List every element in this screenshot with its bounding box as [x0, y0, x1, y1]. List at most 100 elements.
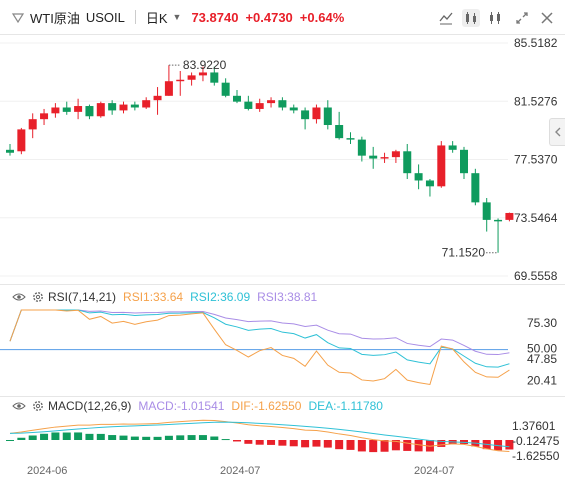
compare-icon[interactable]: [486, 9, 504, 27]
macd-bar: [323, 440, 332, 448]
macd-bar: [369, 440, 378, 453]
candle-body: [357, 139, 366, 156]
rsi3-value: RSI3:38.81: [257, 290, 318, 304]
macd-tick-label: -1.62550: [512, 449, 560, 463]
rsi2-line: [9, 309, 510, 368]
eye-icon[interactable]: [12, 292, 26, 302]
candle-body: [244, 101, 253, 109]
candle-body: [62, 107, 71, 112]
candle-body: [142, 100, 151, 108]
macd-bar: [289, 440, 298, 447]
settings-icon[interactable]: [32, 291, 44, 303]
dea-value: DEA:-1.11780: [308, 399, 383, 413]
candle-body: [108, 103, 117, 111]
x-tick-label: 2024-07: [220, 465, 261, 477]
close-icon[interactable]: [538, 9, 556, 27]
chevron-down-icon[interactable]: ▼: [172, 12, 182, 22]
candle-body: [312, 107, 321, 120]
macd-bar: [119, 435, 128, 440]
macd-bar: [505, 440, 514, 450]
dif-line: [9, 419, 510, 453]
macd-bar: [130, 436, 139, 440]
macd-bar: [346, 440, 355, 450]
high-annotation: 83.9220: [183, 58, 227, 72]
macd-bar: [312, 440, 321, 447]
candle-body: [221, 82, 230, 96]
candle-body: [119, 104, 128, 111]
header-divider: [0, 34, 565, 35]
expand-panel-icon[interactable]: [10, 9, 26, 25]
rsi1-value: RSI1:33.64: [123, 290, 184, 304]
macd-bar: [437, 440, 446, 447]
rsi-macd-divider: [0, 396, 565, 397]
macd-bar: [414, 440, 423, 452]
candle-body: [51, 107, 60, 114]
candle-body: [346, 138, 355, 140]
macd-bar: [335, 440, 344, 450]
macd-bar: [108, 435, 117, 440]
rsi-tick-label: 20.41: [527, 373, 557, 387]
dea-line: [9, 421, 510, 448]
candle-body: [425, 180, 434, 187]
macd-bar: [233, 440, 241, 442]
candle-body: [176, 79, 185, 82]
rsi2-value: RSI2:36.09: [190, 290, 251, 304]
line-tool-icon[interactable]: [437, 9, 455, 27]
candlestick-chart[interactable]: 85.5182 81.5276 77.5370 73.5464 69.5558 83.92…: [0, 34, 565, 284]
chevron-left-icon[interactable]: [549, 118, 565, 146]
y-tick-label: 69.5558: [514, 269, 558, 283]
macd-bar: [153, 436, 162, 440]
candle-body: [437, 145, 446, 187]
macd-bar: [164, 435, 173, 440]
macd-bar: [6, 440, 14, 441]
rsi-tick-label: 75.30: [527, 316, 557, 330]
y-tick-label: 81.5276: [514, 94, 558, 108]
y-tick-label: 77.5370: [514, 153, 558, 167]
candle-body: [505, 212, 514, 220]
low-annotation: 71.1520: [442, 246, 486, 260]
candle-body: [494, 219, 503, 222]
candle-body: [323, 107, 332, 126]
candle-body: [255, 103, 264, 109]
candle-body: [460, 149, 468, 174]
macd-bar: [198, 435, 207, 440]
macd-bar: [391, 440, 400, 451]
settings-icon[interactable]: [32, 400, 44, 412]
eye-icon[interactable]: [12, 401, 26, 411]
header-bar: WTI原油 USOIL 日K ▼ 73.8740 +0.4730 +0.64%: [0, 0, 565, 34]
rsi3-line: [9, 309, 510, 356]
candle-body: [40, 113, 49, 120]
macd-tick-label: 1.37601: [512, 419, 556, 433]
candle-body: [17, 129, 26, 152]
candle-body: [28, 119, 37, 130]
macd-bar: [62, 432, 71, 440]
macd-bar: [357, 440, 366, 452]
macd-bar: [267, 440, 276, 445]
macd-title: MACD(12,26,9): [48, 399, 132, 413]
macd-header: MACD(12,26,9) MACD:-1.01541 DIF:-1.62550…: [0, 397, 383, 415]
candle-body: [85, 106, 94, 117]
candle-body: [130, 104, 139, 108]
period-selector[interactable]: 日K: [145, 10, 168, 26]
macd-chart[interactable]: 1.37601-0.12475-1.62550: [0, 414, 565, 464]
rsi-title: RSI(7,14,21): [48, 290, 117, 304]
macd-bar: [380, 440, 389, 452]
indicator-icon[interactable]: [462, 9, 480, 27]
instrument-title[interactable]: WTI原油: [30, 10, 80, 26]
macd-bar: [176, 435, 185, 440]
macd-bar: [40, 433, 49, 440]
candle-body: [278, 100, 287, 108]
candle-body: [164, 81, 173, 96]
macd-bar: [210, 436, 219, 440]
expand-icon[interactable]: [513, 9, 531, 27]
x-tick-label: 2024-06: [27, 465, 68, 477]
candle-body: [289, 107, 298, 111]
macd-tick-label: -0.12475: [512, 434, 560, 448]
candle-body: [301, 110, 310, 120]
candle-body: [198, 72, 207, 76]
macd-bar: [187, 435, 196, 440]
x-tick-label: 2024-07: [414, 465, 455, 477]
candle-body: [380, 157, 389, 159]
macd-value: MACD:-1.01541: [138, 399, 225, 413]
